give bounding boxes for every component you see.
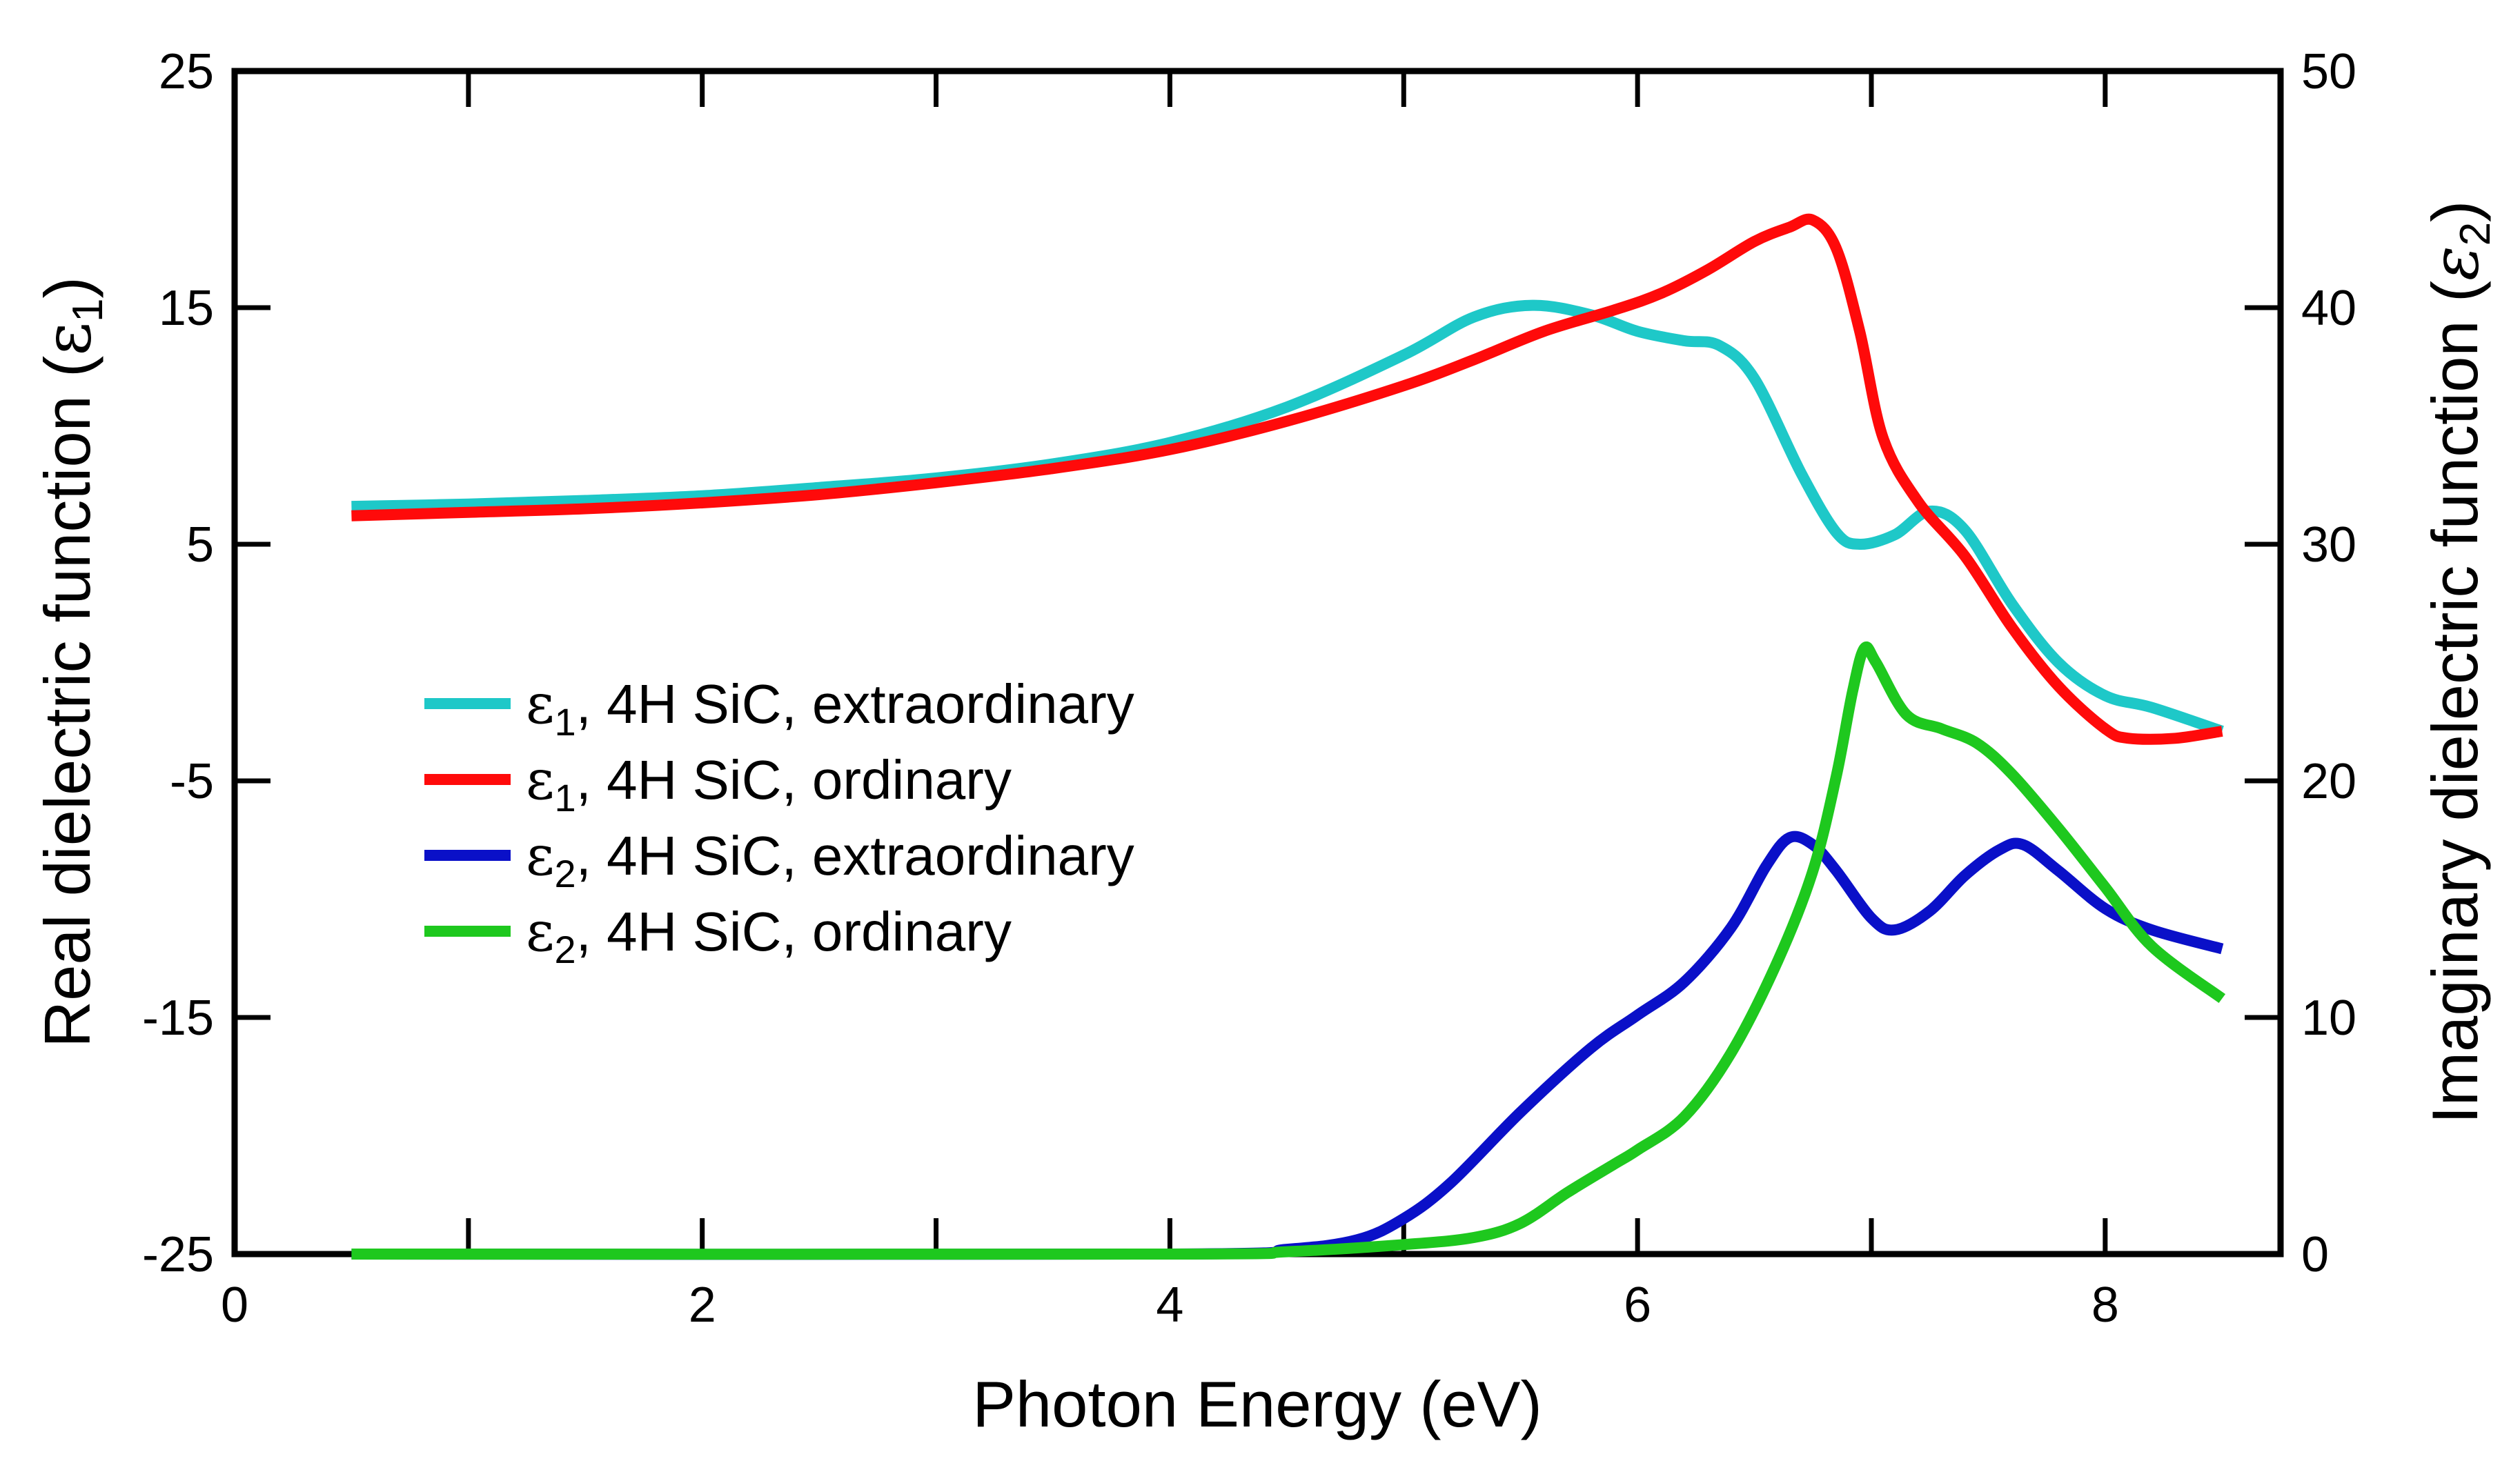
x-tick-label: 6: [1624, 1278, 1651, 1333]
legend-subscript: 1: [554, 776, 575, 819]
y-tick-label-left: 25: [159, 44, 214, 99]
legend-symbol: ε: [526, 672, 554, 736]
y-axis-title-right-close: ): [2419, 201, 2491, 222]
series-layer: [351, 213, 2226, 1260]
y-tick-label-right: 0: [2301, 1227, 2329, 1282]
y-axis-title-right-text: Imaginary dielectric function (: [2419, 281, 2491, 1124]
series-line-e1-ordinary: [351, 213, 2223, 745]
legend-rest: , 4H SiC, ordinary: [576, 901, 1012, 962]
y-axis-title-right-symbol: ε: [2418, 246, 2493, 280]
y-axis-title-left-sub: 1: [64, 299, 112, 322]
y-axis-title-left-text: Real dielectric function (: [31, 356, 104, 1048]
y-axis-title-left-symbol: ε: [30, 322, 106, 356]
y-axis-title-right-sub: 2: [2452, 222, 2499, 246]
axis-ticks: [232, 68, 2281, 1257]
x-tick-label: 8: [2091, 1278, 2119, 1333]
legend-label: ε2, 4H SiC, ordinary: [526, 900, 1012, 971]
y-axis-title-right: Imaginary dielectric function (ε2): [2418, 201, 2499, 1124]
y-tick-label-right: 10: [2301, 991, 2356, 1046]
plot-frame: [231, 68, 2284, 1258]
legend-symbol: ε: [526, 824, 554, 888]
x-tick-label: 0: [221, 1278, 248, 1333]
legend-symbol: ε: [526, 900, 554, 964]
x-tick-label: 2: [689, 1278, 716, 1333]
x-axis-title: Photon Energy (eV): [972, 1368, 1542, 1440]
legend-subscript: 2: [554, 928, 575, 971]
y-tick-label-left: -25: [142, 1227, 214, 1282]
legend-rest: , 4H SiC, extraordinary: [576, 673, 1134, 735]
legend-label: ε1, 4H SiC, extraordinary: [526, 672, 1134, 744]
y-tick-label-left: -15: [142, 991, 214, 1046]
y-tick-label-right: 40: [2301, 281, 2356, 336]
legend-rest: , 4H SiC, ordinary: [576, 749, 1012, 811]
y-tick-label-left: -5: [170, 754, 214, 809]
series-line-e1-extraordinary: [351, 299, 2224, 737]
legend-symbol: ε: [526, 748, 554, 812]
y-tick-label-left: 15: [159, 281, 214, 336]
legend-rest: , 4H SiC, extraordinary: [576, 825, 1134, 886]
y-tick-label-right: 20: [2301, 754, 2356, 809]
legend-label: ε1, 4H SiC, ordinary: [526, 748, 1012, 819]
y-tick-label-right: 30: [2301, 517, 2356, 573]
legend-subscript: 1: [554, 700, 575, 744]
series-line-e2-ordinary: [351, 642, 2226, 1260]
legend-subscript: 2: [554, 852, 575, 895]
series-line-e2-extraordinary: [351, 831, 2224, 1260]
y-tick-label-left: 5: [186, 517, 214, 573]
y-axis-title-left-close: ): [31, 277, 104, 298]
x-tick-label: 4: [1156, 1278, 1183, 1333]
y-axis-title-left: Real dielectric function (ε1): [30, 277, 112, 1048]
tick-labels: 0 2 4 6 8 25 15 5 -5 -15 -25 50 40 30 20 10 0: [142, 44, 2356, 1333]
y-tick-label-right: 50: [2301, 44, 2356, 99]
legend-label: ε2, 4H SiC, extraordinary: [526, 824, 1134, 895]
